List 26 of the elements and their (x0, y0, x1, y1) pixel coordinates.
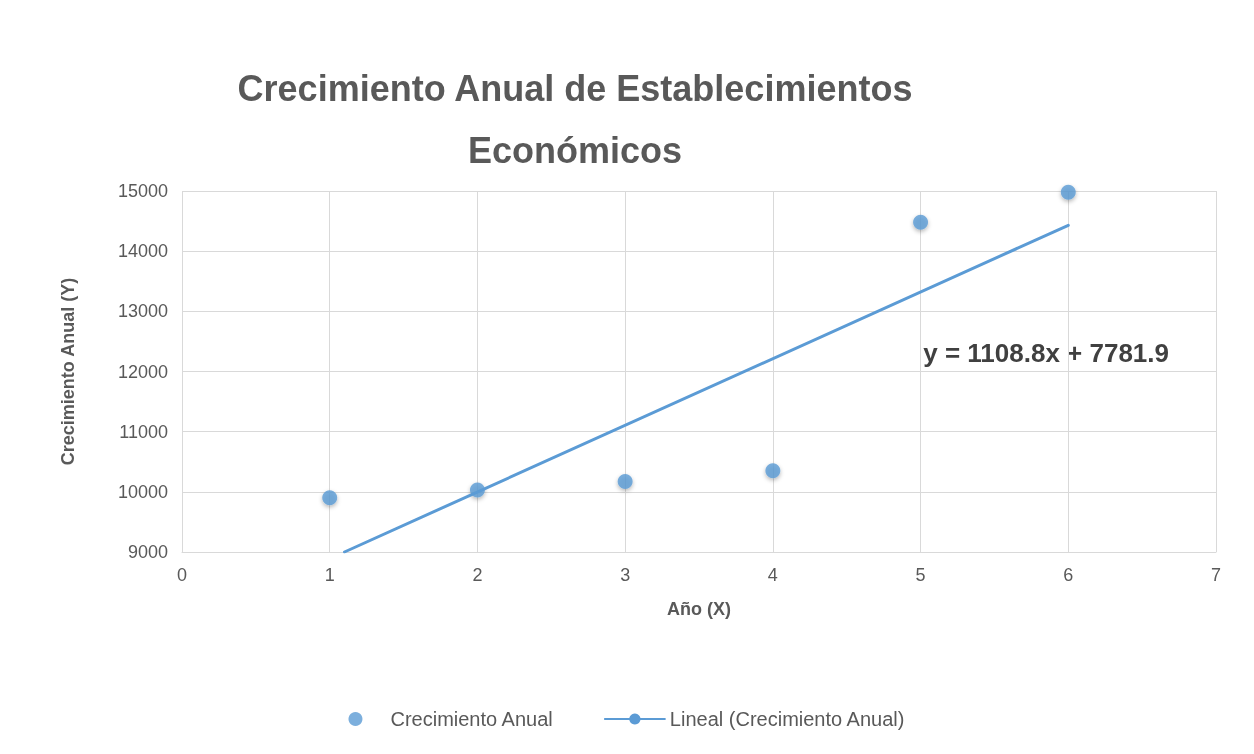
point (913, 214, 929, 230)
x-tick-label: 6 (1063, 565, 1074, 585)
y-tick-label: 11000 (119, 421, 168, 442)
annotation: y = 1108.8x + 7781.9 (923, 338, 1169, 368)
legend-label: Lineal (Crecimiento Anual) (669, 708, 905, 730)
x-tick-label: 5 (915, 565, 926, 585)
point (765, 463, 781, 479)
legend-label: Crecimiento Anual (390, 708, 553, 730)
x-tick-label: 0 (176, 565, 188, 585)
x-tick-label: 1 (324, 565, 335, 585)
y-tick-label: 13000 (117, 301, 168, 322)
y-tick-label: 9000 (127, 542, 168, 562)
x-tick-label: 3 (620, 565, 631, 585)
point (1060, 184, 1076, 200)
point (322, 490, 338, 506)
y-tick-label: 12000 (117, 361, 168, 382)
y-tick-label: 10000 (117, 481, 168, 502)
point (617, 474, 633, 490)
chart-title: Crecimiento Anual de Establecimientos Económicos (237, 67, 913, 171)
y-tick-label: 15000 (117, 181, 168, 201)
y-axis-title: Crecimiento Anual (Y) (58, 277, 78, 466)
x-tick-label: 4 (767, 565, 778, 585)
y-tick-label: 14000 (117, 241, 168, 262)
x-axis-title: Año (X) (667, 599, 731, 619)
x-tick-label: 2 (472, 565, 483, 585)
x-tick-label: 7 (1210, 565, 1222, 585)
